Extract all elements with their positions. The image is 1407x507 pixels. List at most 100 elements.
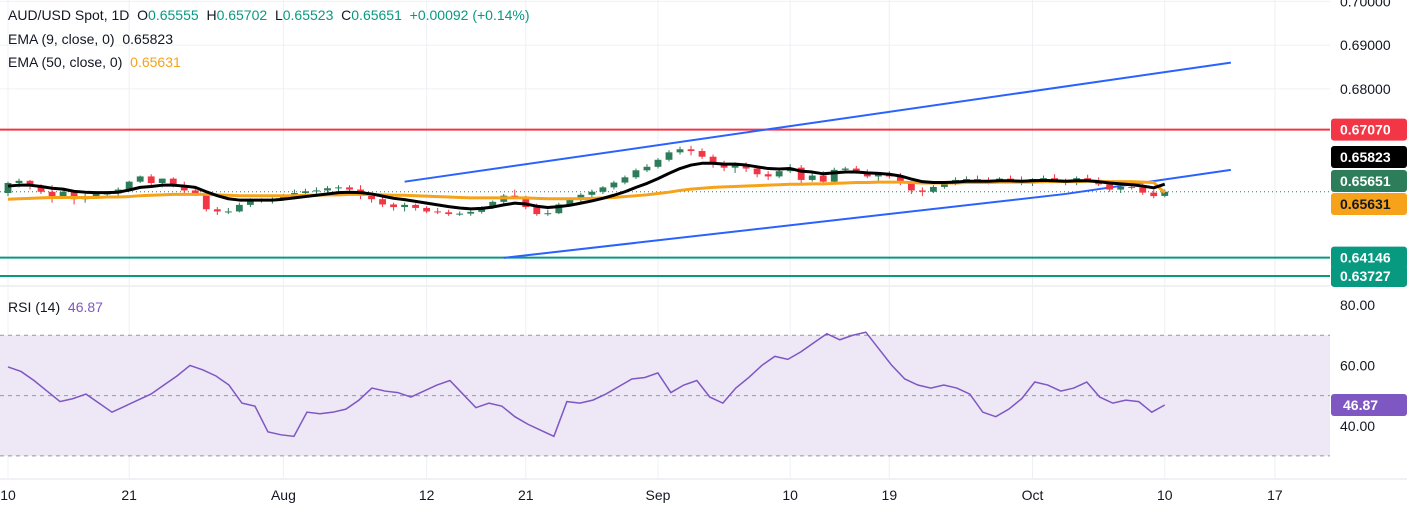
candle-body [1150, 192, 1158, 197]
candle-body [280, 196, 287, 200]
ema9-label: EMA (9, close, 0) [8, 31, 115, 47]
trend-channel [404, 61, 1231, 259]
candle-body [467, 211, 475, 214]
candle-body [401, 204, 409, 208]
candle-body [1128, 186, 1136, 188]
candle-body [4, 182, 12, 194]
ema-lines [7, 161, 1166, 211]
rsi-pane: 80.00 60.00 40.00 46.87 [0, 297, 1407, 457]
candle-body [929, 186, 937, 192]
candle-body [742, 165, 750, 169]
price-tag [1331, 193, 1407, 215]
rsi-tick-label: 80.00 [1340, 297, 1375, 313]
time-tick-label: 10 [0, 487, 16, 503]
candle-body [169, 178, 177, 186]
candle-body [577, 194, 585, 200]
time-tick-label: 12 [419, 487, 435, 503]
candle-body [235, 204, 243, 212]
candle-body [456, 213, 464, 215]
ema50-label: EMA (50, close, 0) [8, 54, 123, 70]
candle-body [632, 170, 640, 178]
price-tag-label: 0.65823 [1340, 149, 1391, 165]
candle-body [544, 213, 552, 215]
level-price-tag [1331, 118, 1407, 141]
candle-body [434, 211, 442, 213]
candle-body [180, 185, 188, 191]
candle-body [136, 176, 144, 182]
ema9-line [7, 161, 1166, 211]
candle-body [246, 200, 254, 205]
time-tick-label: 19 [882, 487, 898, 503]
price-tag [1331, 146, 1407, 168]
candle-body [489, 201, 497, 208]
candle-body [1117, 186, 1125, 190]
candle-body [522, 197, 530, 208]
open-value: 0.65555 [148, 7, 199, 23]
candle-body [687, 149, 695, 152]
ema9-legend: EMA (9, close, 0) 0.65823 [8, 31, 173, 47]
channel-line [404, 61, 1231, 183]
time-tick-label: Aug [271, 487, 296, 503]
candle-body [753, 168, 761, 175]
candle-body [841, 168, 849, 170]
high-value: 0.65702 [216, 7, 268, 23]
candle-body [566, 199, 574, 205]
candle-body [676, 149, 684, 153]
candle-body [643, 166, 651, 171]
candle-body [610, 182, 618, 188]
level-price-tag [1331, 246, 1407, 269]
time-tick-label: 17 [1267, 487, 1283, 503]
price-tick-label: 0.69000 [1340, 37, 1391, 53]
candle-body [379, 199, 386, 205]
close-label: C [341, 7, 352, 23]
candle-body [302, 191, 309, 194]
candle-body [830, 169, 838, 182]
rsi-tick-label: 60.00 [1340, 357, 1375, 373]
candle-body [445, 212, 453, 215]
candle-body [147, 176, 155, 183]
candle-body [698, 151, 706, 157]
candle-body [555, 204, 563, 214]
candle-body [1106, 184, 1114, 190]
price-tag-label: 0.65631 [1340, 196, 1391, 212]
ema50-value: 0.65631 [130, 54, 181, 70]
time-tick-label: 21 [518, 487, 534, 503]
candle-body [70, 191, 78, 200]
rsi-value-tag-label: 46.87 [1343, 397, 1378, 413]
level-price-label: 0.63727 [1340, 268, 1391, 284]
level-price-tag [1331, 264, 1407, 287]
price-tick-label: 0.68000 [1340, 81, 1391, 97]
candle-body [720, 164, 728, 168]
candle-body [191, 190, 199, 194]
ema9-value: 0.65823 [122, 31, 173, 47]
candle-body [731, 165, 739, 168]
rsi-line [7, 331, 1166, 438]
candle-body [896, 176, 904, 183]
candle-body [313, 190, 320, 192]
candle-body [335, 187, 342, 189]
candle-body [764, 174, 772, 177]
low-label: L [274, 7, 283, 23]
candle-body [963, 179, 970, 181]
candle-body [390, 204, 397, 208]
price-axis: 0.70000 0.69000 0.68000 0.67070 0.64146 0.637… [1331, 0, 1407, 287]
candle-body [588, 191, 596, 195]
channel-line [503, 192, 1066, 259]
candle-body [324, 188, 331, 191]
candle-body [92, 193, 100, 197]
candle-body [423, 207, 431, 212]
close-value: 0.65651 [351, 7, 402, 23]
candle-body [852, 168, 860, 173]
candle-body [533, 207, 541, 215]
candle-body [1040, 178, 1047, 180]
candle-body [59, 191, 67, 197]
symbol-label: AUD/USD Spot, 1D [8, 7, 130, 23]
time-tick-label: Sep [646, 487, 671, 503]
candle-body [709, 156, 717, 165]
rsi-tick-label: 40.00 [1340, 418, 1375, 434]
change-value: +0.00092 (+0.14%) [409, 7, 530, 23]
candle-body [412, 204, 420, 208]
level-price-label: 0.64146 [1340, 250, 1391, 266]
rsi-value-tag [1331, 394, 1407, 417]
